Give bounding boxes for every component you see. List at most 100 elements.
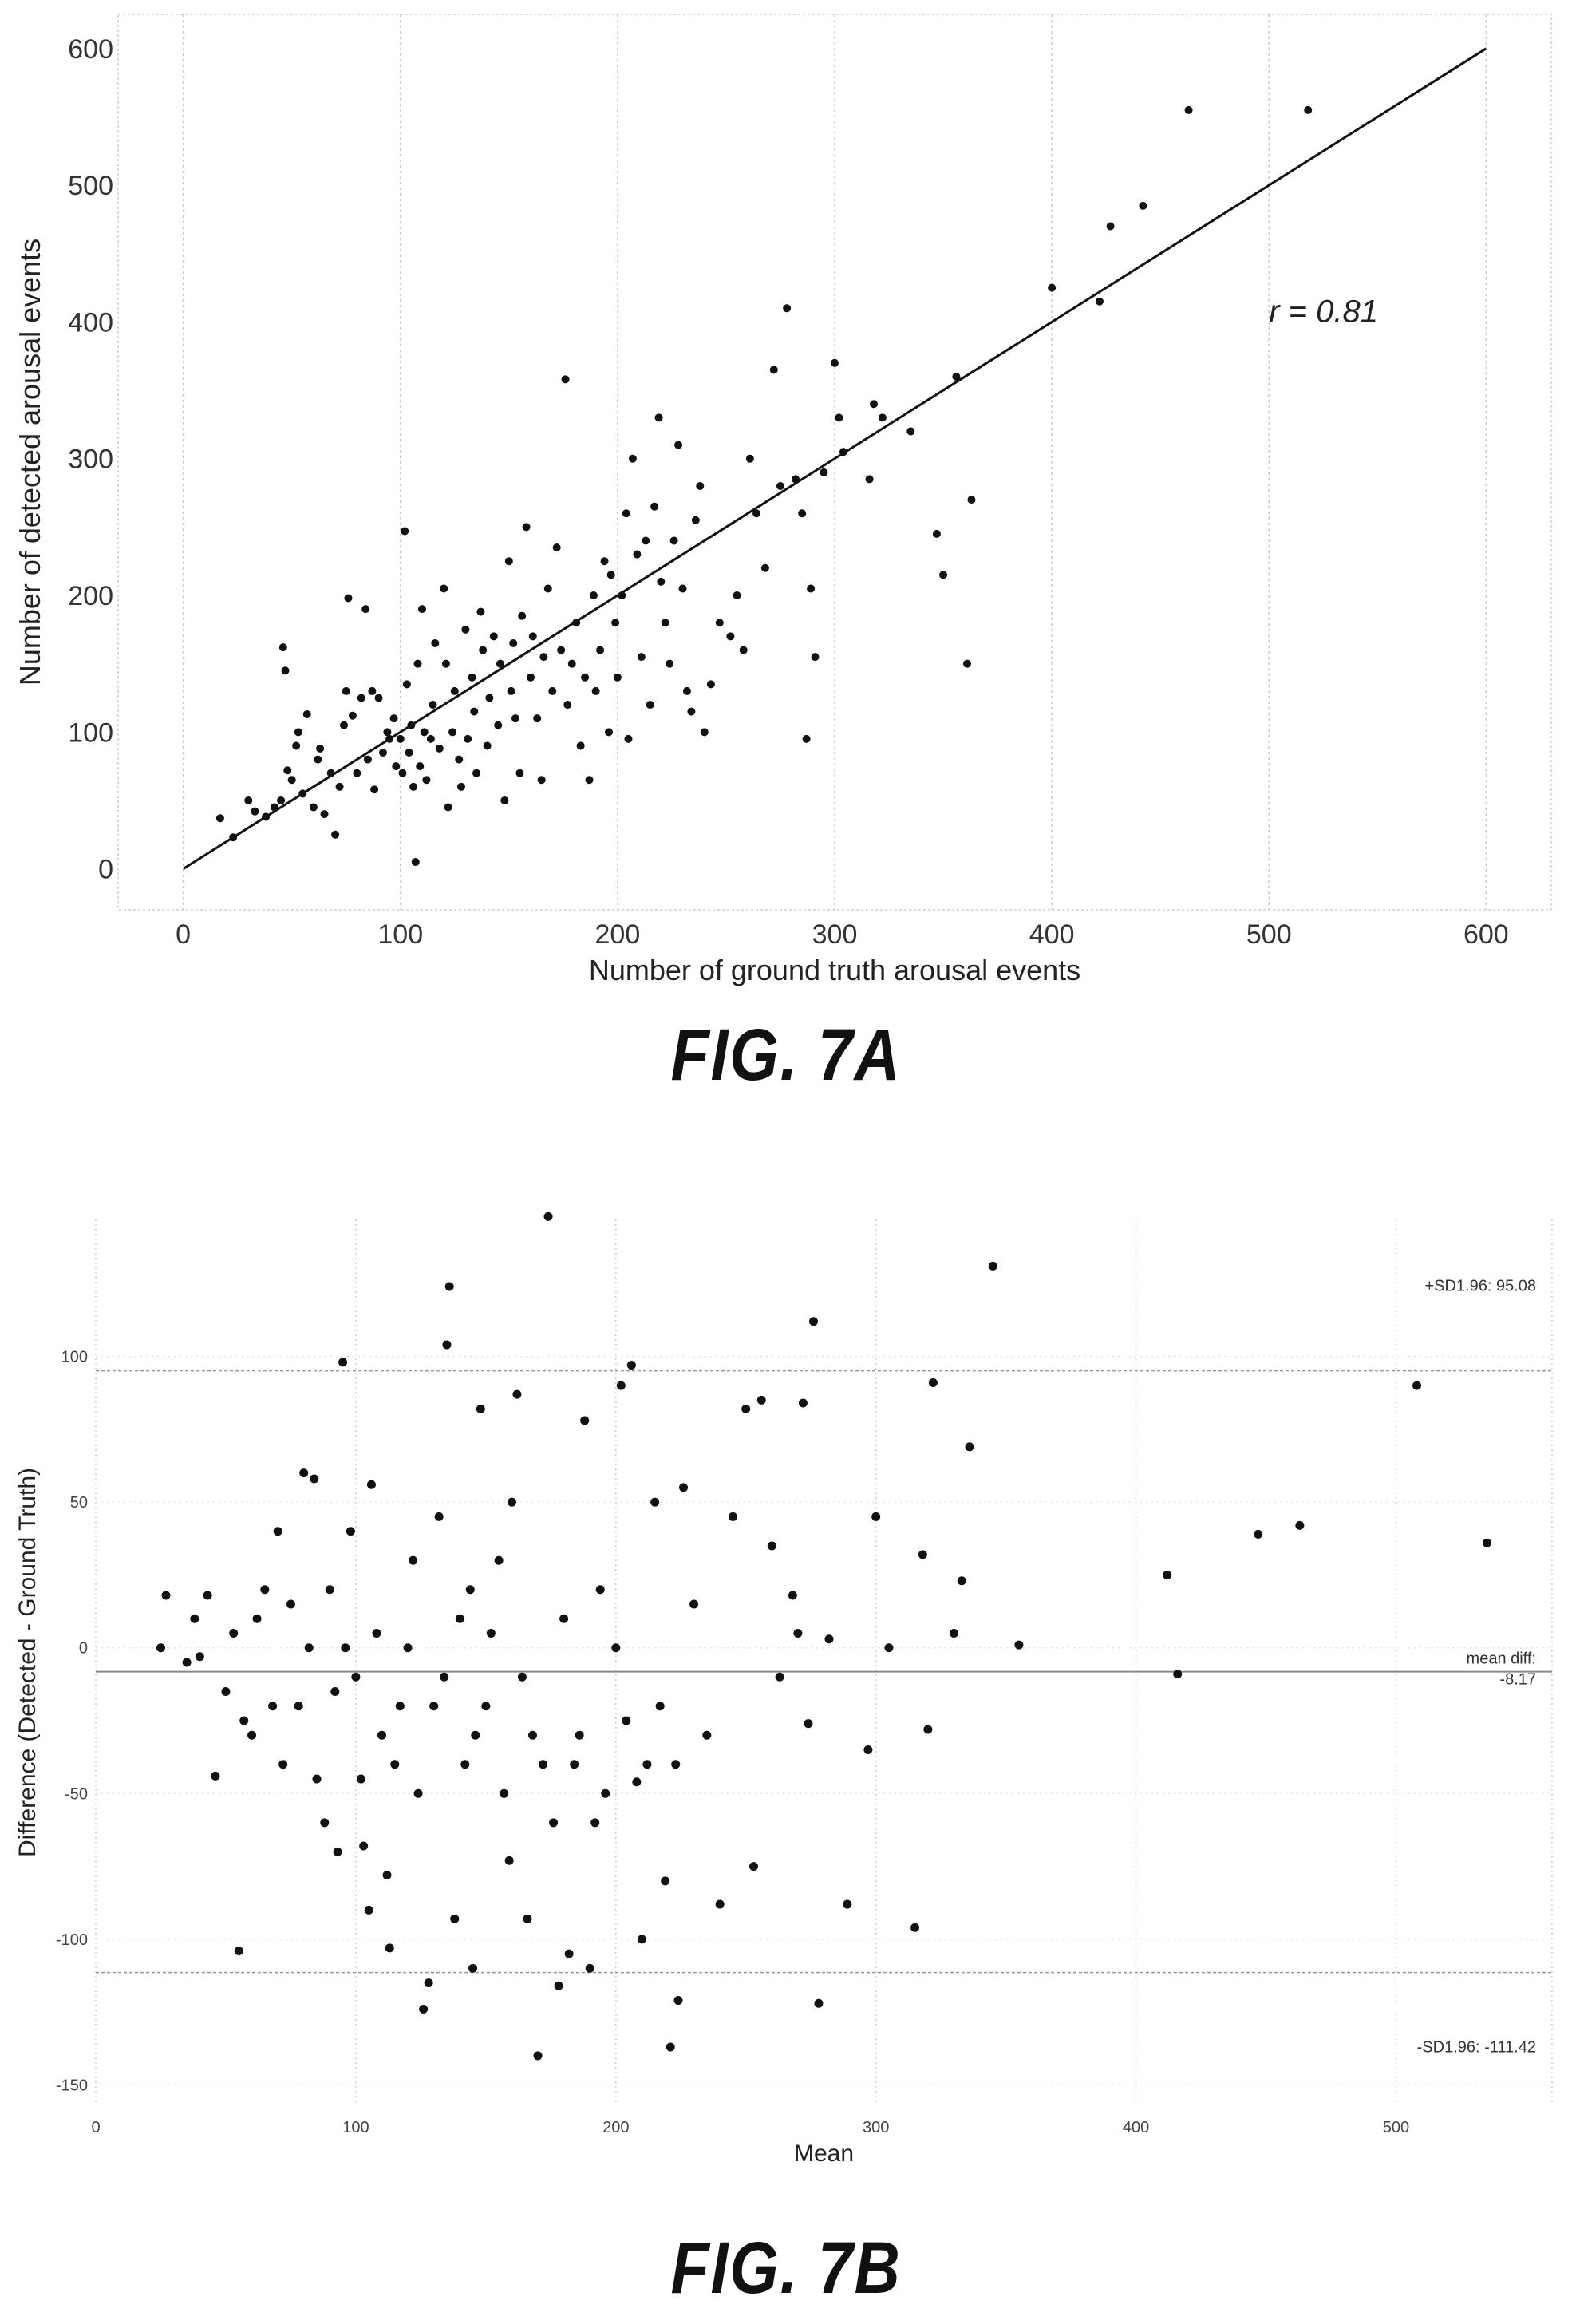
x-tick-label-7a: 0 <box>176 919 191 950</box>
data-point-7b <box>642 1760 652 1769</box>
data-point-7a <box>472 769 480 777</box>
data-point-7a <box>309 803 318 812</box>
data-point-7b <box>377 1730 386 1740</box>
data-point-7a <box>353 769 361 777</box>
data-point-7a <box>363 755 372 764</box>
data-point-7a <box>611 619 620 627</box>
data-point-7b <box>419 2005 429 2014</box>
data-point-7b <box>517 1672 527 1682</box>
data-point-7b <box>338 1358 348 1367</box>
data-point-7b <box>622 1716 631 1725</box>
data-point-7a <box>726 632 735 641</box>
data-point-7a <box>262 812 271 821</box>
data-point-7a <box>637 653 646 662</box>
data-point-7a <box>567 659 576 668</box>
data-point-7a <box>431 638 440 647</box>
data-point-7a <box>277 796 286 804</box>
data-point-7b <box>372 1628 381 1638</box>
data-point-7b <box>632 1777 642 1787</box>
data-point-7b <box>390 1760 400 1769</box>
data-point-7b <box>286 1599 295 1609</box>
mean-diff-value: -8.17 <box>1499 1671 1536 1689</box>
data-point-7a <box>215 814 224 823</box>
data-point-7b <box>486 1628 496 1638</box>
data-point-7b <box>325 1585 334 1595</box>
data-point-7a <box>628 454 637 463</box>
upper-limit-label: +SD1.96: 95.08 <box>1424 1278 1536 1295</box>
x-tick-label-7b: 200 <box>602 2119 629 2136</box>
y-tick-labels-7a: 0 100 200 300 400 500 600 <box>68 34 113 885</box>
data-point-7b <box>559 1614 569 1623</box>
grid-7b <box>95 1219 1553 2105</box>
data-point-7b <box>988 1261 997 1271</box>
data-point-7a <box>281 666 290 675</box>
data-point-7b <box>234 1946 243 1955</box>
x-axis-label-7b: Mean <box>794 2140 854 2167</box>
data-point-7b <box>481 1702 491 1711</box>
x-tick-label-7a: 100 <box>377 919 423 950</box>
data-point-7b <box>460 1760 470 1769</box>
data-point-7a <box>618 591 626 600</box>
data-point-7a <box>678 584 687 593</box>
x-tick-label-7a: 300 <box>812 919 858 950</box>
data-point-7a <box>839 448 847 457</box>
data-point-7a <box>1139 201 1147 210</box>
data-point-7a <box>622 509 630 518</box>
data-point-7a <box>476 607 485 616</box>
data-point-7a <box>557 646 566 654</box>
data-point-7a <box>606 571 615 579</box>
bland-altman-plot-7b: 0 100 200 300 400 500 -150 -100 -50 0 50 100 +SD1.… <box>14 1211 1553 2167</box>
data-point-7a <box>600 557 609 566</box>
data-point-7b <box>294 1702 303 1711</box>
data-point-7a <box>416 762 425 771</box>
data-point-7b <box>507 1497 516 1507</box>
y-tick-label-7b: 50 <box>70 1494 88 1512</box>
data-point-7b <box>239 1716 249 1725</box>
data-point-7b <box>793 1628 803 1638</box>
data-point-7a <box>687 707 696 716</box>
data-point-7a <box>302 710 311 719</box>
y-tick-label-7a: 100 <box>68 717 113 748</box>
data-point-7a <box>745 454 754 463</box>
data-point-7b <box>808 1317 818 1326</box>
data-point-7a <box>633 550 642 559</box>
data-point-7b <box>666 2042 675 2052</box>
y-axis-label-7b: Difference (Detected - Ground Truth) <box>14 1468 41 1857</box>
data-point-7b <box>310 1474 319 1484</box>
data-point-7a <box>807 584 816 593</box>
y-tick-label-7a: 400 <box>68 307 113 338</box>
data-point-7b <box>871 1512 881 1521</box>
data-point-7b <box>195 1652 204 1662</box>
data-point-7b <box>1014 1640 1024 1650</box>
x-tick-label-7a: 600 <box>1463 919 1509 950</box>
data-point-7b <box>429 1702 439 1711</box>
data-point-7a <box>537 776 546 785</box>
data-point-7a <box>456 782 465 791</box>
y-tick-label-7a: 300 <box>68 445 113 475</box>
data-point-7b <box>661 1876 670 1886</box>
data-point-7a <box>604 728 613 737</box>
data-point-7a <box>229 833 238 842</box>
data-point-7a <box>869 400 878 409</box>
data-point-7a <box>539 653 548 662</box>
data-point-7b <box>156 1643 165 1653</box>
lower-limit-label: -SD1.96: -111.42 <box>1417 2039 1536 2057</box>
data-point-7a <box>435 744 444 753</box>
data-point-7b <box>161 1591 171 1600</box>
data-point-7a <box>522 523 531 532</box>
data-point-7a <box>479 646 488 654</box>
data-point-7a <box>470 707 479 716</box>
x-tick-label-7b: 400 <box>1123 2119 1149 2136</box>
data-point-7a <box>455 755 464 764</box>
data-point-7b <box>1295 1520 1305 1530</box>
data-point-7a <box>326 769 335 777</box>
data-point-7b <box>884 1643 894 1653</box>
data-point-7b <box>333 1847 342 1856</box>
data-point-7a <box>811 653 820 662</box>
data-point-7b <box>346 1527 355 1536</box>
fit-line-7a <box>182 47 1487 870</box>
data-point-7b <box>655 1702 665 1711</box>
data-point-7a <box>543 584 552 593</box>
data-point-7b <box>182 1658 192 1667</box>
data-point-7b <box>229 1628 239 1638</box>
